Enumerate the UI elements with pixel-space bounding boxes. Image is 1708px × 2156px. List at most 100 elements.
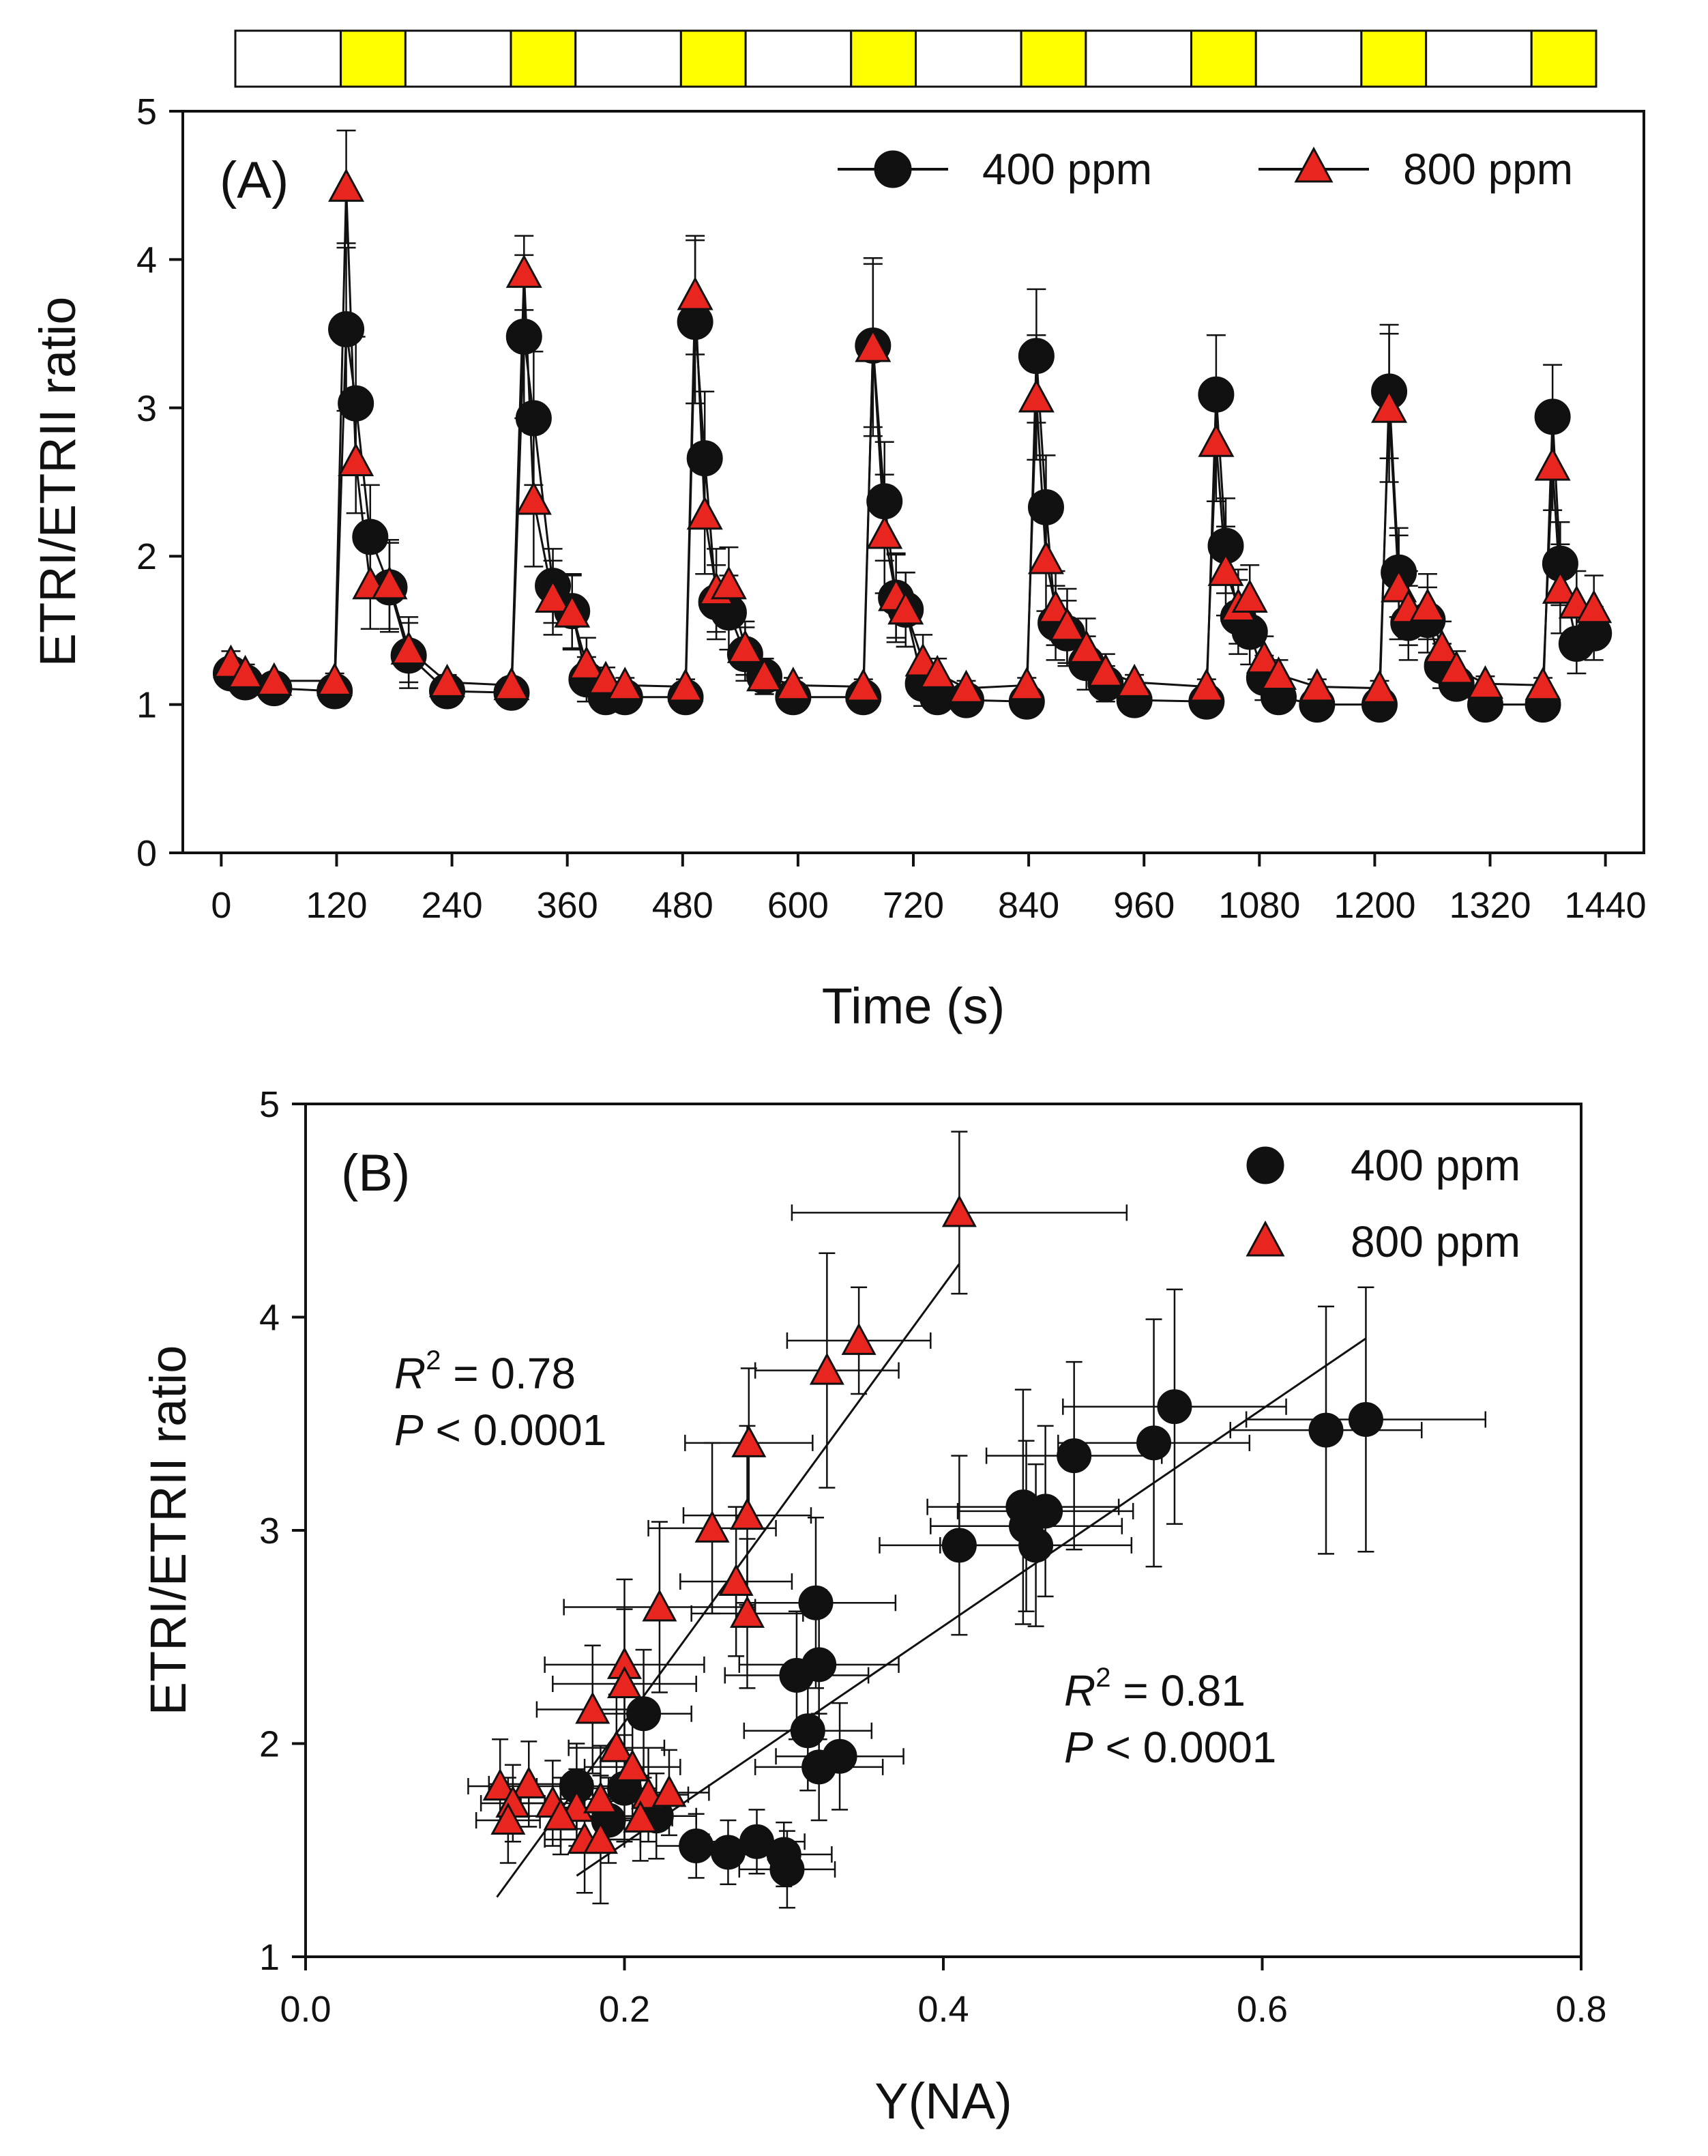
data-point-800 [429, 663, 466, 697]
annotation-r2-400: R2 = 0.81 [1064, 1663, 1246, 1715]
scatter-point-400 [1348, 1402, 1383, 1437]
x-tick-label: 960 [1113, 885, 1175, 926]
scatter-point-400 [1308, 1412, 1344, 1448]
scatter-point-400 [769, 1852, 805, 1887]
y-tick-label: 5 [136, 91, 157, 132]
light-bar-segment-dark [1254, 29, 1363, 88]
scatter-point-800 [606, 1665, 643, 1699]
light-bar-segment-dark [744, 29, 853, 88]
y-tick-label: 0 [136, 833, 157, 874]
data-point-800 [338, 442, 374, 476]
data-point-800 [855, 328, 892, 362]
x-tick-label: 0.0 [280, 1989, 331, 2030]
data-point-800 [390, 631, 427, 665]
data-point-400 [515, 400, 552, 437]
scatter-point-800 [809, 1352, 844, 1385]
data-point-800 [493, 667, 530, 701]
scatter-point-800 [729, 1497, 765, 1530]
data-point-800 [1116, 663, 1153, 697]
scatter-point-800 [511, 1766, 546, 1798]
light-bar-segment-light [510, 29, 577, 88]
data-point-800 [1027, 540, 1064, 574]
scatter-point-800 [731, 1425, 767, 1457]
data-point-800 [1534, 447, 1571, 481]
data-point-800 [515, 481, 552, 515]
scatter-point-400 [679, 1829, 714, 1863]
x-tick-label: 1320 [1449, 885, 1531, 926]
scatter-point-800 [941, 1195, 977, 1227]
data-point-800 [667, 668, 704, 702]
light-bar-segment-dark [1085, 29, 1192, 88]
scatter-point-800 [543, 1798, 578, 1831]
data-point-800 [1525, 667, 1561, 701]
x-tick-label: 0.6 [1237, 1989, 1288, 2030]
scatter-point-400 [801, 1749, 837, 1785]
panel-a: 0 120 240 360 480 600 720 840 960 1080 1200 1320 144… [29, 91, 1647, 1034]
scatter-point-400 [798, 1585, 834, 1620]
panel-b-axis-ticks: 0.0 0.2 0.4 0.6 0.8 1 2 3 4 5 [259, 1084, 1607, 2030]
data-point-800 [371, 566, 408, 600]
data-point-800 [1231, 579, 1268, 613]
y-tick-label: 4 [136, 239, 157, 280]
light-bar-segment-light [340, 29, 407, 88]
panel-b-y-axis-title: ETRI/ETRII ratio [140, 1345, 196, 1716]
data-point-800 [775, 667, 812, 701]
x-tick-label: 360 [537, 885, 598, 926]
x-tick-label: 480 [652, 885, 713, 926]
light-bar-segment-light [1360, 29, 1428, 88]
scatter-point-400 [1136, 1425, 1172, 1461]
data-point-800 [256, 662, 293, 696]
panel-b-legend-marker-400 [1246, 1146, 1284, 1184]
x-tick-label: 1440 [1565, 885, 1647, 926]
panel-b: 0.0 0.2 0.4 0.6 0.8 1 2 3 4 5 (B) 400 ppm 800 ppm… [140, 1084, 1607, 2129]
series-400ppm [212, 239, 1613, 723]
light-bar-segment-light [1530, 29, 1597, 88]
data-point-800 [227, 654, 264, 688]
x-tick-label: 0.4 [917, 1989, 969, 2030]
scatter-point-800 [623, 1800, 658, 1833]
scatter-point-800 [615, 1749, 650, 1781]
annotation-r2-800: R2 = 0.78 [394, 1345, 576, 1398]
y-tick-label: 3 [136, 388, 157, 429]
data-point-800 [1371, 389, 1408, 423]
annotation-p-400: P < 0.0001 [1064, 1723, 1276, 1772]
y-tick-label: 2 [259, 1724, 280, 1765]
scatter-point-800 [642, 1589, 677, 1622]
panel-b-legend-marker-800 [1246, 1220, 1285, 1257]
panel-a-legend: 400 ppm 800 ppm [838, 145, 1573, 194]
panel-a-legend-label-400: 400 ppm [982, 145, 1152, 194]
data-point-800 [710, 566, 747, 600]
light-bar [234, 29, 1597, 88]
scatter-point-800 [482, 1768, 518, 1801]
scatter-point-800 [583, 1821, 618, 1854]
light-bar-segment-light [679, 29, 747, 88]
data-point-800 [328, 168, 365, 202]
panel-a-plot-frame [181, 110, 1645, 854]
scatter-point-400 [1018, 1528, 1054, 1563]
scatter-series-800ppm [467, 1131, 1128, 1905]
scatter-point-400 [779, 1658, 814, 1693]
data-point-800 [554, 594, 591, 628]
scatter-point-800 [651, 1775, 687, 1807]
data-point-800 [316, 662, 353, 696]
data-point-800 [1008, 667, 1045, 701]
data-point-800 [677, 276, 713, 310]
data-point-800 [535, 579, 572, 613]
scatter-point-800 [599, 1730, 634, 1762]
x-tick-label: 1200 [1334, 885, 1415, 926]
data-point-800 [1068, 629, 1105, 663]
x-tick-label: 0.2 [599, 1989, 650, 2030]
data-point-800 [1361, 669, 1398, 703]
y-tick-label: 5 [259, 1084, 280, 1125]
annotation-p-800: P < 0.0001 [394, 1405, 606, 1455]
data-point-800 [845, 668, 882, 702]
data-point-800 [1576, 589, 1613, 624]
scatter-series-400ppm [535, 1286, 1486, 1909]
scatter-point-800 [841, 1322, 877, 1355]
data-point-800 [686, 496, 723, 530]
panel-a-legend-label-800: 800 ppm [1403, 145, 1573, 194]
panel-b-legend: 400 ppm 800 ppm [1246, 1141, 1520, 1266]
scatter-point-800 [490, 1802, 526, 1835]
panel-a-series [212, 130, 1613, 723]
scatter-point-400 [941, 1528, 977, 1563]
